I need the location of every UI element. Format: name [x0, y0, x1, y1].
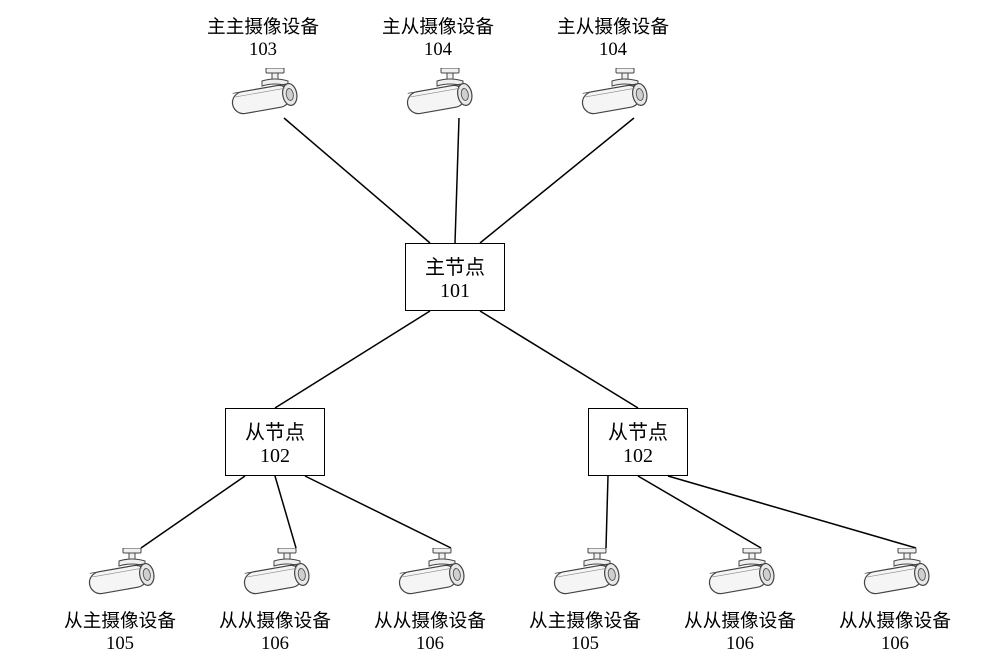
device-id: 105	[40, 633, 200, 655]
master-node-id: 101	[440, 280, 470, 303]
device-id: 104	[533, 39, 693, 61]
device-id: 105	[505, 633, 665, 655]
device-title: 从从摄像设备	[350, 606, 510, 633]
slave-node: 从节点102	[588, 408, 688, 476]
device-id: 106	[350, 633, 510, 655]
camera-icon	[856, 548, 934, 598]
device-label: 主从摄像设备104	[358, 12, 518, 61]
slave-node-id: 102	[623, 445, 653, 468]
device-label: 主主摄像设备103	[183, 12, 343, 61]
device-label: 从从摄像设备106	[350, 606, 510, 655]
device-label: 从主摄像设备105	[40, 606, 200, 655]
diagram-stage: { "type": "tree", "canvas": { "w": 1000,…	[0, 0, 1000, 672]
master-node-title: 主节点	[425, 251, 485, 280]
device-id: 106	[660, 633, 820, 655]
camera-icon	[236, 548, 314, 598]
slave-node: 从节点102	[225, 408, 325, 476]
camera-icon	[701, 548, 779, 598]
camera-icon	[81, 548, 159, 598]
device-title: 主主摄像设备	[183, 12, 343, 39]
device-label: 从从摄像设备106	[815, 606, 975, 655]
slave-node-title: 从节点	[608, 416, 668, 445]
device-title: 从从摄像设备	[660, 606, 820, 633]
slave-node-title: 从节点	[245, 416, 305, 445]
device-label: 从从摄像设备106	[660, 606, 820, 655]
slave-node-id: 102	[260, 445, 290, 468]
camera-icon	[399, 68, 477, 118]
camera-icon	[574, 68, 652, 118]
device-label: 主从摄像设备104	[533, 12, 693, 61]
master-node: 主节点 101	[405, 243, 505, 311]
device-title: 主从摄像设备	[358, 12, 518, 39]
camera-icon	[391, 548, 469, 598]
device-id: 106	[195, 633, 355, 655]
device-title: 从从摄像设备	[195, 606, 355, 633]
device-title: 主从摄像设备	[533, 12, 693, 39]
device-title: 从主摄像设备	[505, 606, 665, 633]
camera-icon	[546, 548, 624, 598]
device-label: 从从摄像设备106	[195, 606, 355, 655]
device-id: 106	[815, 633, 975, 655]
device-id: 104	[358, 39, 518, 61]
device-title: 从从摄像设备	[815, 606, 975, 633]
device-id: 103	[183, 39, 343, 61]
device-title: 从主摄像设备	[40, 606, 200, 633]
camera-icon	[224, 68, 302, 118]
device-label: 从主摄像设备105	[505, 606, 665, 655]
